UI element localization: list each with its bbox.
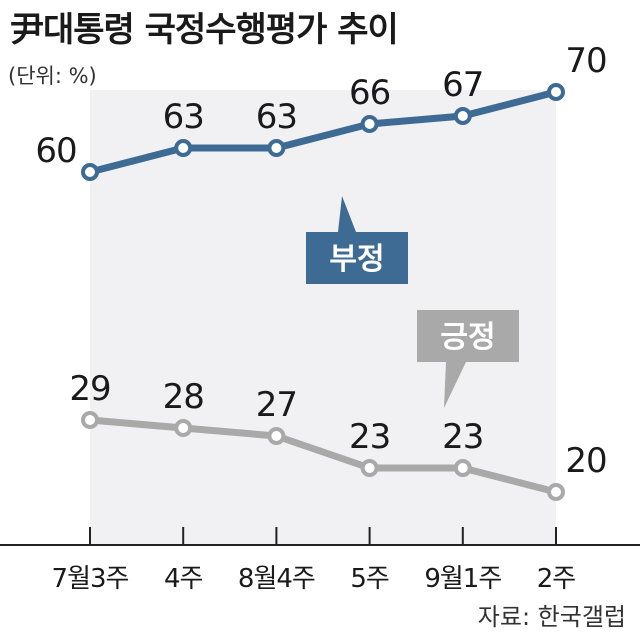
x-tick-label: 9월1주 xyxy=(424,564,501,594)
legend-tag-1: 긍정 xyxy=(417,310,519,408)
data-point xyxy=(81,163,99,181)
legend-tag-pointer xyxy=(338,196,356,232)
data-label: 23 xyxy=(442,417,483,457)
data-point xyxy=(547,83,565,101)
data-label: 23 xyxy=(349,417,390,457)
source-note: 자료: 한국갤럽 xyxy=(477,603,626,631)
data-point xyxy=(360,115,379,133)
legend-tag-box xyxy=(306,232,408,284)
data-point xyxy=(453,459,472,477)
data-label: 28 xyxy=(163,377,204,417)
data-label: 20 xyxy=(565,441,606,481)
chart-title: 尹대통령 국정수행평가 추이 xyxy=(10,10,399,50)
series-1: 29 28 27 23 23 20 xyxy=(69,369,608,501)
legend-tag-label: 부정 xyxy=(329,242,384,277)
x-tick-label: 4주 xyxy=(164,564,203,594)
data-label: 63 xyxy=(256,97,297,137)
series-line xyxy=(89,416,557,496)
x-tick-label: 2주 xyxy=(537,564,576,594)
data-point xyxy=(81,411,99,429)
data-label: 27 xyxy=(256,385,297,425)
data-label: 60 xyxy=(35,131,76,171)
data-label: 70 xyxy=(565,41,606,81)
legend-tag-label: 긍정 xyxy=(440,320,495,355)
x-tick-label: 5주 xyxy=(350,564,389,594)
x-axis-tick-labels: 7월3주 4주 8월4주 5주 9월1주 2주 xyxy=(52,564,577,594)
series-group: 60 63 63 66 67 70 29 28 27 23 23 20 xyxy=(35,41,608,501)
data-point xyxy=(453,107,472,125)
data-point xyxy=(547,483,565,501)
legend-tag-pointer xyxy=(444,362,466,408)
data-point xyxy=(174,419,193,437)
series-line xyxy=(89,88,557,176)
data-label: 66 xyxy=(349,73,390,113)
series-0: 60 63 63 66 67 70 xyxy=(35,41,608,181)
data-point xyxy=(267,427,286,445)
data-point xyxy=(267,139,286,157)
x-tick-label: 7월3주 xyxy=(52,564,129,594)
data-label: 29 xyxy=(69,369,110,409)
legend-tag-box xyxy=(417,310,519,362)
unit-label: (단위: %) xyxy=(8,64,97,88)
data-label: 67 xyxy=(442,65,483,105)
x-axis-ticks xyxy=(89,527,557,545)
data-point xyxy=(360,459,379,477)
x-tick-label: 8월4주 xyxy=(238,564,315,594)
data-label: 63 xyxy=(163,97,204,137)
legend-tag-0: 부정 xyxy=(306,196,408,284)
data-point xyxy=(174,139,193,157)
